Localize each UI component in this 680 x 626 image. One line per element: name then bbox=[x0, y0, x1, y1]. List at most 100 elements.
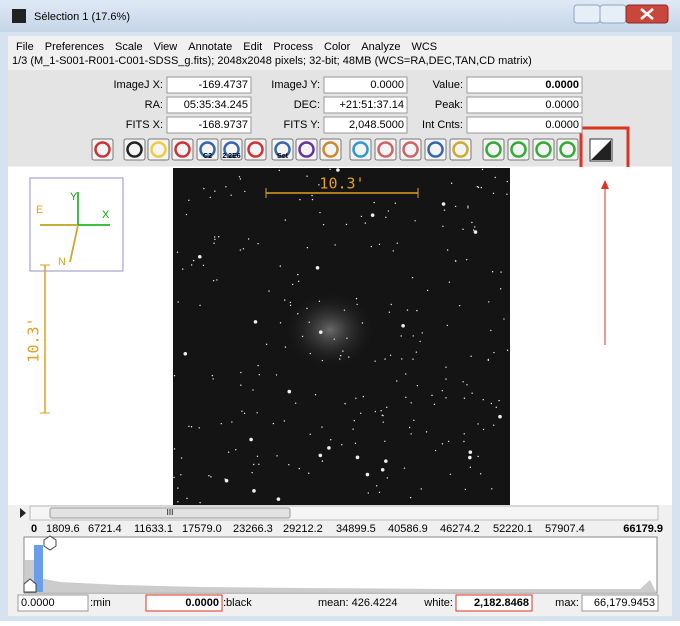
histogram-label: 11633.1 bbox=[134, 523, 173, 535]
compass-en bbox=[40, 224, 79, 263]
star bbox=[493, 351, 495, 354]
minimize[interactable] bbox=[573, 4, 601, 24]
menu-item[interactable]: WCS bbox=[411, 41, 437, 53]
tool-icon bbox=[352, 141, 369, 158]
star bbox=[446, 249, 449, 251]
star bbox=[434, 449, 437, 452]
value-box[interactable] bbox=[17, 594, 89, 612]
value-box[interactable] bbox=[455, 594, 533, 612]
star bbox=[380, 467, 385, 472]
scroll-thumb[interactable] bbox=[49, 507, 291, 519]
field-box bbox=[166, 96, 252, 114]
star bbox=[416, 309, 418, 312]
star bbox=[258, 463, 260, 466]
star bbox=[336, 168, 340, 172]
maximize[interactable] bbox=[599, 4, 627, 24]
range-handles[interactable] bbox=[23, 535, 57, 593]
tool-icon bbox=[322, 141, 339, 158]
scale-label-v: 10.3' bbox=[25, 317, 43, 362]
star bbox=[401, 358, 403, 360]
star bbox=[322, 223, 325, 226]
field-box bbox=[323, 76, 408, 94]
star bbox=[276, 455, 278, 457]
star bbox=[309, 352, 311, 355]
star bbox=[301, 335, 304, 338]
star bbox=[353, 419, 356, 422]
value-box[interactable] bbox=[145, 594, 223, 612]
menu-item[interactable]: Scale bbox=[115, 41, 143, 53]
star bbox=[247, 238, 250, 240]
scale-label-h: 10.3' bbox=[319, 175, 364, 193]
star bbox=[344, 402, 346, 405]
star bbox=[356, 303, 358, 306]
star bbox=[365, 472, 370, 477]
star bbox=[192, 259, 195, 262]
star bbox=[251, 471, 253, 474]
field-box bbox=[323, 116, 408, 134]
star bbox=[211, 374, 214, 377]
menu-item[interactable]: Annotate bbox=[188, 41, 232, 53]
star bbox=[471, 221, 473, 224]
star bbox=[256, 455, 259, 457]
star bbox=[173, 476, 175, 479]
tool-icon bbox=[223, 141, 240, 158]
star bbox=[448, 281, 451, 283]
star bbox=[492, 192, 495, 195]
field-value: +21:51:37.14 bbox=[339, 99, 404, 111]
star bbox=[294, 402, 297, 404]
histogram-label: 29212.2 bbox=[283, 523, 323, 535]
star bbox=[284, 219, 287, 221]
star bbox=[341, 443, 343, 446]
menu-item[interactable]: Process bbox=[273, 41, 313, 53]
star bbox=[321, 359, 324, 362]
star bbox=[477, 186, 480, 189]
star bbox=[318, 300, 321, 303]
field-box bbox=[466, 76, 583, 94]
star bbox=[318, 453, 323, 458]
menu-item[interactable]: File bbox=[16, 41, 34, 53]
star bbox=[361, 322, 364, 324]
menu-item[interactable]: View bbox=[154, 41, 178, 53]
field-value: 2,048.5000 bbox=[349, 119, 404, 131]
star bbox=[240, 384, 242, 386]
star bbox=[346, 337, 348, 339]
star bbox=[176, 251, 179, 253]
value-box[interactable] bbox=[581, 594, 659, 612]
star bbox=[306, 307, 308, 310]
star bbox=[378, 243, 381, 246]
tool-icon bbox=[150, 141, 167, 158]
star bbox=[481, 168, 484, 171]
star bbox=[492, 424, 495, 426]
field-label: DEC: bbox=[294, 99, 320, 111]
star bbox=[468, 450, 473, 454]
star bbox=[333, 338, 336, 340]
star bbox=[314, 394, 317, 396]
star bbox=[327, 446, 331, 450]
label: mean: 426.4224 bbox=[318, 597, 398, 609]
field-value: 0.0000 bbox=[545, 119, 579, 131]
star bbox=[463, 440, 465, 443]
star bbox=[370, 213, 375, 217]
expand-arrow[interactable] bbox=[20, 508, 26, 518]
star bbox=[289, 301, 292, 304]
tool-icon bbox=[274, 141, 291, 158]
star bbox=[394, 202, 397, 204]
star bbox=[268, 290, 270, 292]
star bbox=[364, 222, 367, 224]
menu-item[interactable]: Analyze bbox=[361, 41, 400, 53]
menu-item[interactable]: Edit bbox=[243, 41, 262, 53]
star bbox=[339, 355, 342, 357]
field-box bbox=[166, 76, 252, 94]
menu-item[interactable]: Preferences bbox=[45, 41, 105, 53]
star bbox=[375, 485, 378, 487]
star bbox=[370, 245, 373, 248]
field-box bbox=[323, 96, 408, 114]
menu-item[interactable]: Color bbox=[324, 41, 351, 53]
star bbox=[415, 351, 418, 353]
field-value: -169.4737 bbox=[198, 79, 248, 91]
star bbox=[380, 410, 382, 412]
tool-icon bbox=[427, 141, 444, 158]
star bbox=[208, 475, 210, 477]
field-value: 05:35:34.245 bbox=[184, 99, 248, 111]
